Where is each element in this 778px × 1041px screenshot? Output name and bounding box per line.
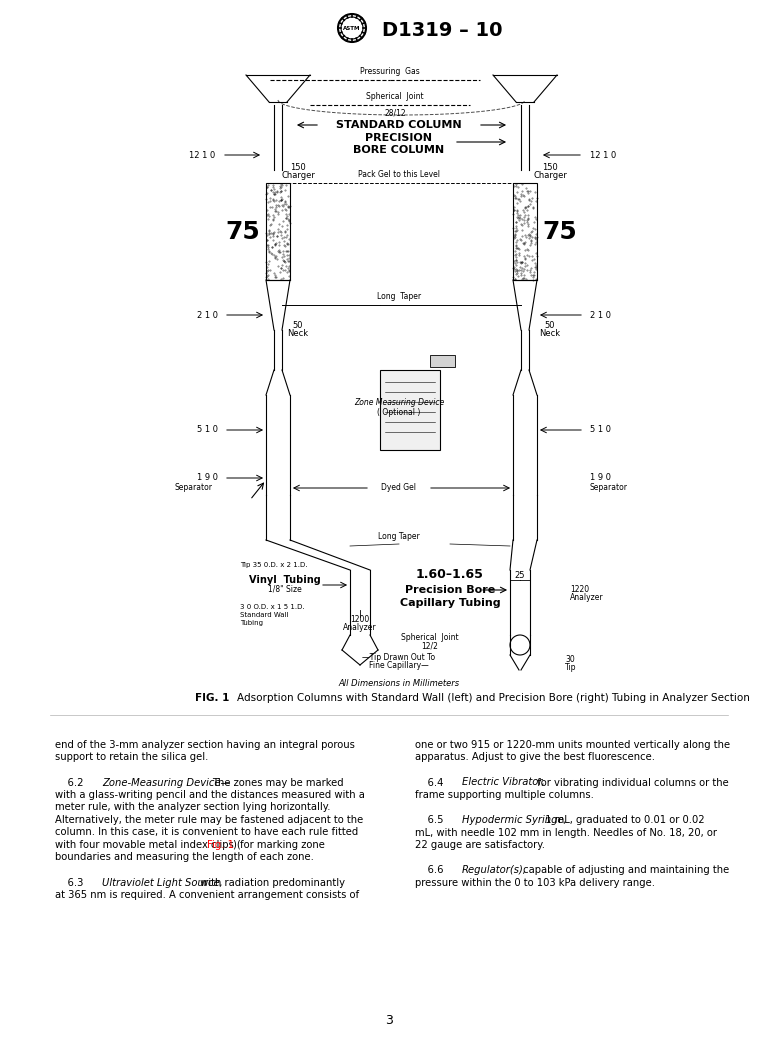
Text: Precision Bore: Precision Bore	[405, 585, 495, 595]
Text: 2 1 0: 2 1 0	[197, 310, 218, 320]
Text: 28/12: 28/12	[384, 108, 406, 117]
Text: Spherical  Joint: Spherical Joint	[366, 92, 424, 101]
Text: at 365 nm is required. A convenient arrangement consists of: at 365 nm is required. A convenient arra…	[55, 890, 359, 900]
Text: 12 1 0: 12 1 0	[189, 151, 215, 159]
Text: 75: 75	[542, 220, 577, 244]
Text: PRECISION: PRECISION	[366, 133, 433, 143]
Text: 1220: 1220	[570, 585, 589, 594]
Text: Spherical  Joint: Spherical Joint	[401, 634, 459, 642]
Text: 6.6: 6.6	[415, 865, 450, 875]
Text: 6.2: 6.2	[55, 778, 89, 787]
Text: Tip: Tip	[565, 663, 576, 672]
Text: column. In this case, it is convenient to have each rule fitted: column. In this case, it is convenient t…	[55, 828, 358, 838]
Text: 50: 50	[293, 321, 303, 330]
Text: Capillary Tubing: Capillary Tubing	[400, 598, 500, 608]
Text: for vibrating individual columns or the: for vibrating individual columns or the	[534, 778, 729, 787]
Text: The zones may be marked: The zones may be marked	[212, 778, 344, 787]
Text: Long  Taper: Long Taper	[377, 291, 421, 301]
Text: 3: 3	[385, 1014, 393, 1026]
Text: Neck: Neck	[287, 329, 309, 337]
Text: D1319 – 10: D1319 – 10	[382, 21, 503, 40]
Text: 12/2: 12/2	[422, 641, 439, 651]
Text: 150: 150	[542, 163, 558, 173]
Text: with radiation predominantly: with radiation predominantly	[197, 878, 345, 888]
Text: Hypodermic Syringe,: Hypodermic Syringe,	[462, 815, 566, 826]
Text: capable of adjusting and maintaining the: capable of adjusting and maintaining the	[520, 865, 729, 875]
Text: Neck: Neck	[539, 329, 561, 337]
Text: Long Taper: Long Taper	[378, 532, 420, 541]
Text: 3 0 O.D. x 1 5 1.D.: 3 0 O.D. x 1 5 1.D.	[240, 604, 305, 610]
Text: 1/8" Size: 1/8" Size	[268, 584, 302, 593]
Text: Regulator(s),: Regulator(s),	[462, 865, 527, 875]
Text: Charger: Charger	[281, 172, 315, 180]
Text: 5 1 0: 5 1 0	[197, 426, 218, 434]
Bar	[266, 183, 290, 280]
Text: 1 mL, graduated to 0.01 or 0.02: 1 mL, graduated to 0.01 or 0.02	[542, 815, 705, 826]
Text: Tubing: Tubing	[240, 620, 263, 626]
Text: ASTM: ASTM	[343, 26, 361, 31]
Text: with four movable metal index clips (: with four movable metal index clips (	[55, 840, 240, 850]
Bar	[380, 370, 440, 450]
Text: Separator: Separator	[175, 482, 213, 491]
Text: Adsorption Columns with Standard Wall (left) and Precision Bore (right) Tubing i: Adsorption Columns with Standard Wall (l…	[237, 693, 750, 703]
Text: All Dimensions in Millimeters: All Dimensions in Millimeters	[338, 680, 460, 688]
Text: 6.5: 6.5	[415, 815, 450, 826]
Text: Standard Wall: Standard Wall	[240, 612, 289, 618]
Text: 1 9 0: 1 9 0	[197, 474, 218, 482]
Text: FIG. 1: FIG. 1	[195, 693, 237, 703]
Text: 2 1 0: 2 1 0	[590, 310, 611, 320]
Text: STANDARD COLUMN: STANDARD COLUMN	[336, 120, 462, 130]
Text: Ultraviolet Light Source,: Ultraviolet Light Source,	[102, 878, 223, 888]
Text: frame supporting multiple columns.: frame supporting multiple columns.	[415, 790, 594, 799]
Text: 75: 75	[226, 220, 261, 244]
Bar	[430, 355, 455, 367]
Bar	[513, 183, 537, 280]
Text: Charger: Charger	[533, 172, 567, 180]
Text: Electric Vibrator,: Electric Vibrator,	[462, 778, 545, 787]
Text: 22 gauge are satisfactory.: 22 gauge are satisfactory.	[415, 840, 545, 850]
Text: Separator: Separator	[590, 482, 628, 491]
Text: Analyzer: Analyzer	[570, 593, 604, 603]
Text: pressure within the 0 to 103 kPa delivery range.: pressure within the 0 to 103 kPa deliver…	[415, 878, 655, 888]
Text: Pressuring  Gas: Pressuring Gas	[360, 67, 420, 76]
Text: Alternatively, the meter rule may be fastened adjacent to the: Alternatively, the meter rule may be fas…	[55, 815, 363, 826]
Text: 5 1 0: 5 1 0	[590, 426, 611, 434]
Text: ( Optional ): ( Optional )	[377, 408, 421, 417]
Text: —Tip Drawn Out To: —Tip Drawn Out To	[363, 654, 436, 662]
Text: support to retain the silica gel.: support to retain the silica gel.	[55, 753, 209, 762]
Text: boundaries and measuring the length of each zone.: boundaries and measuring the length of e…	[55, 853, 314, 863]
Text: Dyed Gel: Dyed Gel	[381, 483, 416, 492]
Text: Zone Measuring Device: Zone Measuring Device	[354, 398, 444, 407]
Text: end of the 3-mm analyzer section having an integral porous: end of the 3-mm analyzer section having …	[55, 740, 355, 750]
Text: 1 9 0: 1 9 0	[590, 474, 611, 482]
Text: 30: 30	[565, 656, 575, 664]
Text: 25: 25	[515, 570, 525, 580]
Text: 150: 150	[290, 163, 306, 173]
Text: 50: 50	[545, 321, 555, 330]
Text: with a glass-writing pencil and the distances measured with a: with a glass-writing pencil and the dist…	[55, 790, 365, 799]
Text: 12 1 0: 12 1 0	[590, 151, 616, 159]
Text: 1.60–1.65: 1.60–1.65	[416, 568, 484, 582]
Text: Zone-Measuring Device—: Zone-Measuring Device—	[102, 778, 230, 787]
Text: Fig. 1: Fig. 1	[207, 840, 233, 850]
Text: meter rule, with the analyzer section lying horizontally.: meter rule, with the analyzer section ly…	[55, 803, 331, 812]
Text: apparatus. Adjust to give the best fluorescence.: apparatus. Adjust to give the best fluor…	[415, 753, 655, 762]
Text: Vinyl  Tubing: Vinyl Tubing	[249, 575, 321, 585]
Text: BORE COLUMN: BORE COLUMN	[353, 145, 444, 155]
Text: Analyzer: Analyzer	[343, 623, 377, 632]
Text: ) for marking zone: ) for marking zone	[233, 840, 324, 850]
Text: 6.3: 6.3	[55, 878, 89, 888]
Text: Tip 35 0.D. x 2 1.D.: Tip 35 0.D. x 2 1.D.	[240, 562, 307, 568]
Text: one or two 915 or 1220-mm units mounted vertically along the: one or two 915 or 1220-mm units mounted …	[415, 740, 730, 750]
Text: Pack Gel to this Level: Pack Gel to this Level	[358, 170, 440, 179]
Text: 1200: 1200	[350, 614, 370, 624]
Text: 6.4: 6.4	[415, 778, 450, 787]
Text: mL, with needle 102 mm in length. Needles of No. 18, 20, or: mL, with needle 102 mm in length. Needle…	[415, 828, 717, 838]
Text: Fine Capillary—: Fine Capillary—	[369, 661, 429, 670]
